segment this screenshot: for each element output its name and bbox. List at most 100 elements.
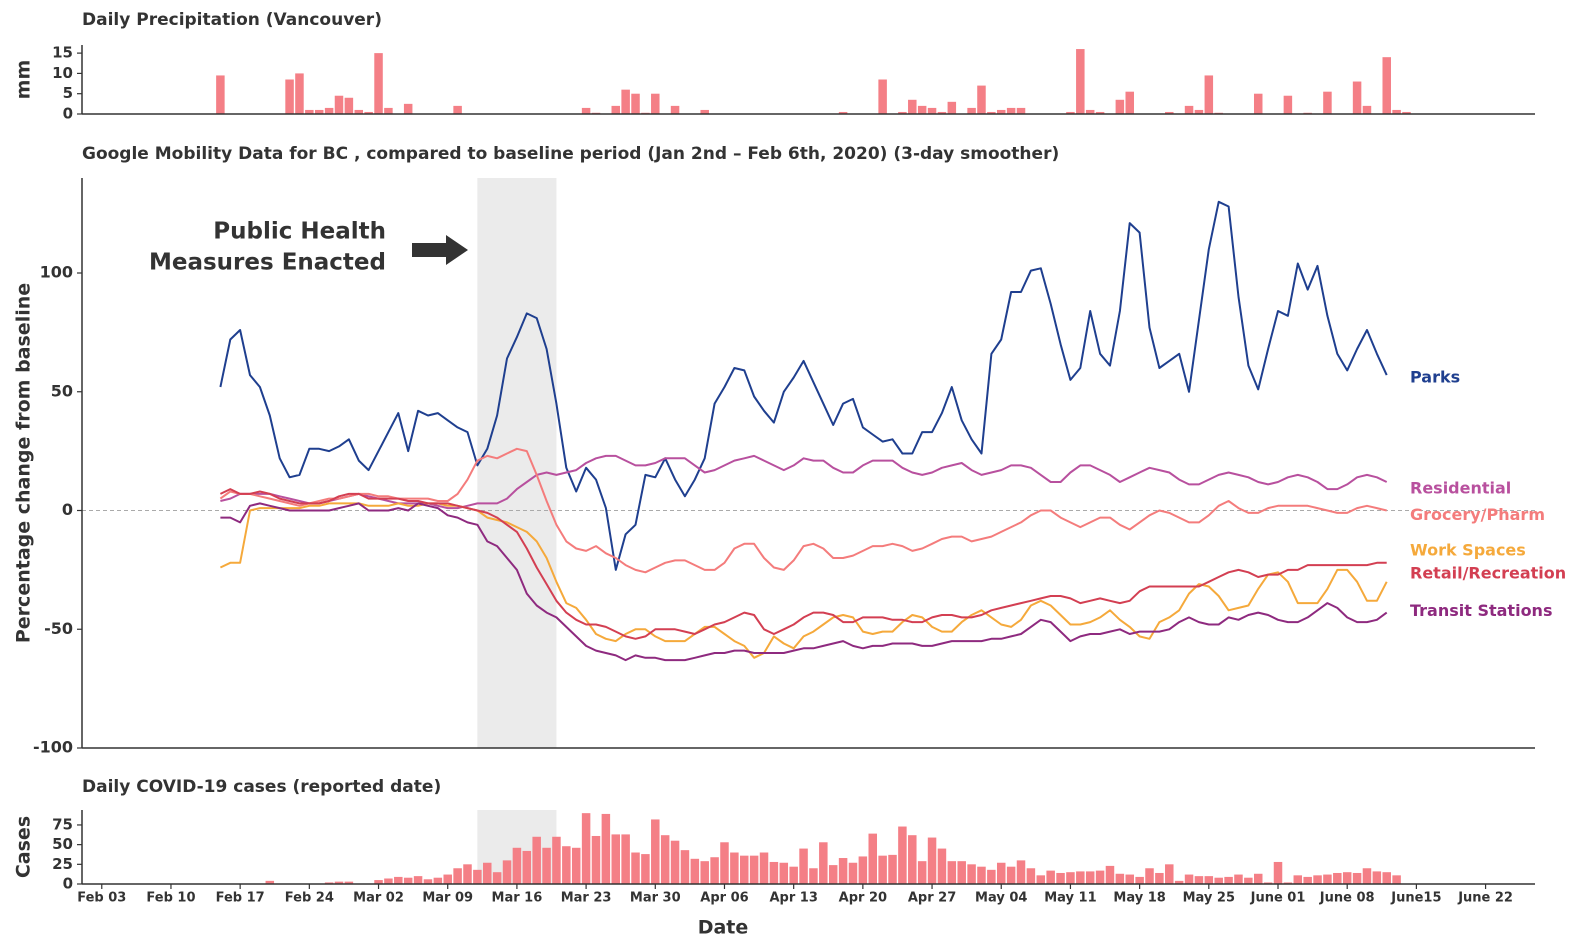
bar: [384, 878, 393, 884]
bar: [552, 836, 561, 884]
bar: [1046, 870, 1055, 884]
bar: [848, 862, 858, 884]
bar: [1076, 871, 1085, 884]
x-tick-label: Apr 13: [769, 891, 817, 906]
bar: [1056, 872, 1065, 884]
bar: [799, 848, 808, 884]
x-tick-label: Feb 24: [285, 891, 334, 906]
bar: [1392, 109, 1401, 114]
bar: [1342, 872, 1352, 884]
bar: [670, 105, 680, 114]
bar: [1392, 875, 1401, 884]
bar: [927, 107, 937, 114]
bar: [216, 75, 225, 114]
bar: [1283, 882, 1293, 884]
bar: [611, 834, 621, 884]
bar: [730, 852, 739, 884]
bar: [1085, 871, 1095, 884]
bar: [1352, 81, 1362, 114]
series-label: Residential: [1410, 479, 1511, 498]
bar: [1125, 91, 1134, 114]
bar: [285, 79, 294, 114]
annotation: Measures Enacted: [149, 250, 386, 276]
x-tick-label: Mar 23: [561, 891, 612, 906]
bar: [641, 854, 650, 884]
bar: [690, 858, 700, 884]
bar: [720, 842, 729, 884]
bar: [1204, 876, 1214, 884]
bar: [1016, 860, 1026, 884]
bar: [453, 105, 462, 114]
bar: [987, 111, 996, 114]
bar: [324, 107, 334, 114]
bar: [403, 103, 413, 114]
bar: [295, 73, 304, 114]
bar: [413, 876, 423, 884]
bar: [1263, 882, 1273, 884]
bar: [265, 880, 275, 884]
x-tick-label: Apr 20: [839, 891, 887, 906]
bar: [1184, 874, 1194, 884]
bar: [344, 97, 354, 114]
y-tick-label: 0: [63, 105, 73, 123]
bar: [1253, 93, 1263, 114]
bar: [1016, 107, 1026, 114]
bar: [1115, 873, 1125, 884]
bar: [809, 868, 818, 884]
bar: [1283, 95, 1293, 114]
bar: [927, 837, 937, 884]
bar: [1313, 875, 1322, 884]
bar: [710, 857, 719, 884]
bar: [947, 861, 957, 884]
bar: [898, 111, 907, 114]
bar: [305, 109, 314, 114]
bar: [591, 835, 601, 884]
bar: [374, 880, 383, 884]
x-tick-label: June15: [1390, 891, 1441, 906]
annotation-arrow: [412, 235, 468, 265]
bar: [996, 109, 1006, 114]
bar: [334, 881, 344, 884]
y-tick-label: 10: [52, 64, 73, 82]
bar: [660, 835, 670, 884]
bar: [967, 107, 976, 114]
bar: [1402, 111, 1411, 114]
bar: [779, 862, 789, 884]
bar: [384, 107, 393, 114]
bar: [749, 855, 759, 884]
bar: [838, 858, 848, 884]
y-tick-label: 100: [40, 263, 73, 282]
bar: [828, 865, 838, 884]
bar: [631, 93, 640, 114]
series-line: [219, 447, 1387, 574]
bar: [1006, 866, 1016, 884]
bar: [403, 877, 413, 884]
bar: [1066, 111, 1075, 114]
bar: [601, 813, 611, 884]
bar: [562, 846, 571, 884]
bar: [967, 864, 976, 884]
y-tick-label: 5: [63, 84, 73, 102]
y-tick-label: 0: [62, 500, 73, 519]
bar: [996, 862, 1006, 884]
series-label: Retail/Recreation: [1410, 563, 1566, 582]
bar: [769, 861, 779, 884]
bar: [1066, 872, 1075, 884]
bar: [1224, 876, 1233, 884]
y-axis-label: mm: [13, 60, 35, 100]
bar: [631, 852, 640, 884]
y-tick-label: 15: [52, 44, 73, 62]
bar: [977, 866, 986, 884]
bar: [1095, 870, 1105, 884]
y-axis-label: Percentage change from baseline: [13, 283, 35, 643]
x-tick-label: June 08: [1319, 891, 1375, 906]
bar: [581, 813, 591, 884]
bar: [1362, 105, 1372, 114]
bar: [354, 109, 364, 114]
x-tick-label: Apr 06: [700, 891, 748, 906]
bar: [987, 869, 996, 884]
bar: [917, 861, 927, 884]
x-tick-label: May 04: [975, 891, 1027, 906]
